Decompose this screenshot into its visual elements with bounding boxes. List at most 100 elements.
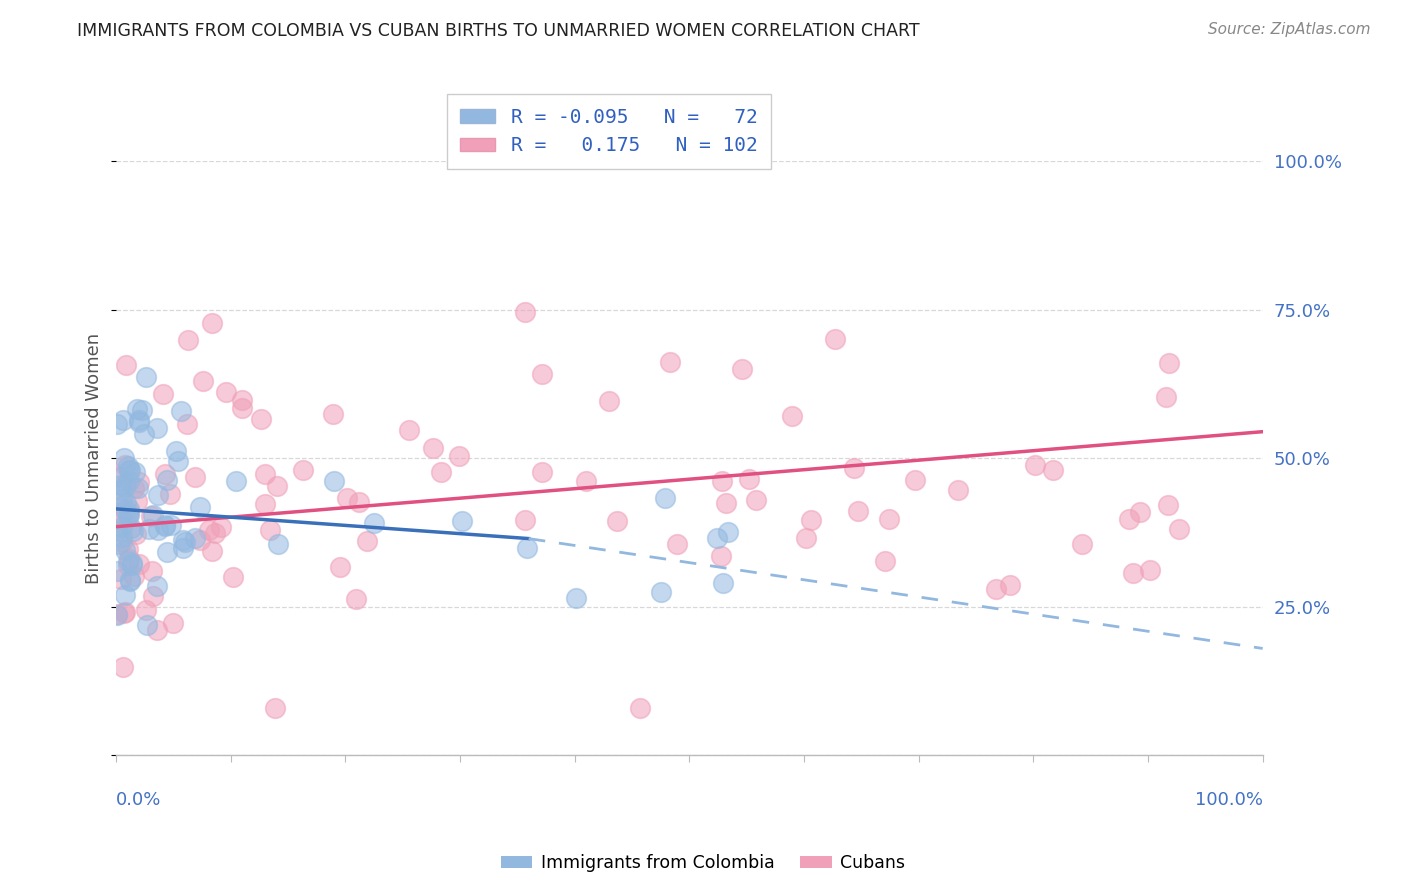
Point [796, 532, 818, 546]
Point [531, 367, 554, 381]
Point [131, 403, 153, 417]
Text: 0.0%: 0.0% [115, 791, 162, 809]
Point [451, 515, 474, 529]
Point [222, 570, 245, 584]
Point [250, 411, 273, 425]
Point [177, 333, 200, 347]
Point [111, 534, 134, 549]
Point [155, 518, 177, 533]
Point [174, 535, 197, 549]
Point [214, 384, 236, 399]
Point [110, 512, 132, 526]
Point [984, 582, 1007, 596]
Point [800, 513, 823, 527]
Point [322, 408, 344, 422]
Point [336, 491, 359, 505]
Legend: Immigrants from Colombia, Cubans: Immigrants from Colombia, Cubans [494, 847, 912, 879]
Point [1156, 390, 1178, 404]
Point [710, 549, 733, 563]
Point [146, 523, 169, 537]
Point [114, 605, 136, 619]
Point [363, 516, 385, 530]
Point [114, 480, 136, 494]
Point [127, 494, 149, 508]
Point [347, 495, 370, 509]
Point [731, 362, 754, 376]
Point [142, 508, 165, 523]
Point [120, 574, 142, 588]
Point [107, 524, 129, 538]
Point [183, 532, 205, 546]
Point [111, 531, 134, 545]
Point [824, 332, 846, 346]
Point [148, 488, 170, 502]
Point [125, 401, 148, 416]
Point [188, 500, 211, 514]
Point [105, 607, 128, 622]
Point [107, 537, 129, 551]
Point [231, 401, 253, 416]
Point [292, 463, 315, 477]
Point [152, 387, 174, 401]
Point [118, 463, 141, 477]
Point [118, 505, 141, 519]
Point [155, 473, 177, 487]
Point [105, 565, 128, 579]
Point [111, 491, 134, 506]
Point [146, 623, 169, 637]
Point [125, 527, 148, 541]
Point [176, 417, 198, 431]
Point [110, 477, 132, 491]
Point [110, 483, 132, 497]
Point [121, 556, 143, 570]
Point [134, 427, 156, 442]
Point [105, 496, 128, 510]
Point [159, 487, 181, 501]
Point [1157, 498, 1180, 512]
Point [114, 503, 136, 517]
Point [515, 305, 537, 319]
Point [146, 420, 169, 434]
Point [204, 526, 226, 541]
Point [112, 450, 135, 465]
Point [111, 413, 134, 427]
Point [117, 474, 139, 488]
Point [1128, 505, 1150, 519]
Point [904, 473, 927, 487]
Point [170, 403, 193, 417]
Point [156, 544, 179, 558]
Point [172, 533, 194, 547]
Point [717, 524, 740, 539]
Point [780, 409, 803, 424]
Point [650, 584, 672, 599]
Point [848, 504, 870, 518]
Point [706, 531, 728, 545]
Point [108, 516, 131, 530]
Point [118, 463, 141, 477]
Point [114, 458, 136, 472]
Point [128, 475, 150, 489]
Point [155, 467, 177, 482]
Text: 100.0%: 100.0% [1195, 791, 1263, 809]
Point [105, 607, 128, 621]
Point [191, 374, 214, 388]
Point [575, 474, 598, 488]
Point [118, 552, 141, 566]
Point [107, 469, 129, 483]
Point [188, 533, 211, 548]
Point [115, 477, 138, 491]
Point [135, 603, 157, 617]
Legend: R = -0.095   N =   72, R =   0.175   N = 102: R = -0.095 N = 72, R = 0.175 N = 102 [447, 94, 772, 169]
Point [1139, 563, 1161, 577]
Point [710, 474, 733, 488]
Point [121, 558, 143, 573]
Point [118, 508, 141, 522]
Point [711, 576, 734, 591]
Point [328, 559, 350, 574]
Point [141, 564, 163, 578]
Point [253, 497, 276, 511]
Point [323, 474, 346, 488]
Point [141, 509, 163, 524]
Point [263, 701, 285, 715]
Text: Source: ZipAtlas.com: Source: ZipAtlas.com [1208, 22, 1371, 37]
